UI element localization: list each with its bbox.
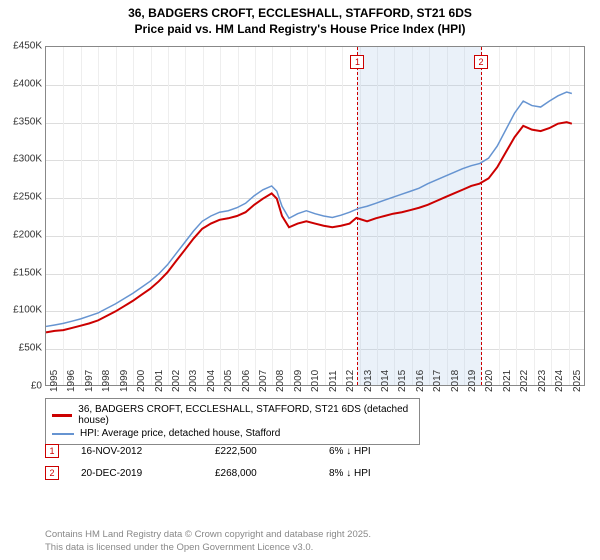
y-axis-label: £50K <box>0 343 42 354</box>
transaction-row: 1 16-NOV-2012 £222,500 6% ↓ HPI <box>45 440 439 462</box>
x-axis-label: 2025 <box>572 370 600 392</box>
y-axis-label: £250K <box>0 192 42 203</box>
title-line-1: 36, BADGERS CROFT, ECCLESHALL, STAFFORD,… <box>0 6 600 22</box>
chart-series-line <box>46 122 572 332</box>
y-axis-label: £400K <box>0 78 42 89</box>
title-line-2: Price paid vs. HM Land Registry's House … <box>0 22 600 38</box>
transaction-row: 2 20-DEC-2019 £268,000 8% ↓ HPI <box>45 462 439 484</box>
footer-line-1: Contains HM Land Registry data © Crown c… <box>45 529 371 541</box>
y-axis-label: £450K <box>0 41 42 52</box>
row-price: £268,000 <box>215 468 325 479</box>
legend-item: HPI: Average price, detached house, Staf… <box>52 427 413 440</box>
chart-series-line <box>46 92 572 326</box>
chart-plot-area: 12 <box>45 46 585 386</box>
row-delta: 6% ↓ HPI <box>329 446 439 457</box>
y-axis-label: £100K <box>0 305 42 316</box>
y-axis-label: £350K <box>0 116 42 127</box>
row-marker: 1 <box>45 444 59 458</box>
y-axis-label: £0 <box>0 381 42 392</box>
y-axis-label: £200K <box>0 229 42 240</box>
row-marker: 2 <box>45 466 59 480</box>
legend-label: 36, BADGERS CROFT, ECCLESHALL, STAFFORD,… <box>78 404 413 426</box>
legend-item: 36, BADGERS CROFT, ECCLESHALL, STAFFORD,… <box>52 403 413 427</box>
footer-line-2: This data is licensed under the Open Gov… <box>45 542 371 554</box>
y-axis-label: £300K <box>0 154 42 165</box>
row-date: 16-NOV-2012 <box>81 446 211 457</box>
attribution-footer: Contains HM Land Registry data © Crown c… <box>45 529 371 554</box>
row-price: £222,500 <box>215 446 325 457</box>
y-axis-label: £150K <box>0 267 42 278</box>
transaction-table: 1 16-NOV-2012 £222,500 6% ↓ HPI 2 20-DEC-2019… <box>45 440 439 484</box>
legend: 36, BADGERS CROFT, ECCLESHALL, STAFFORD,… <box>45 398 420 445</box>
legend-label: HPI: Average price, detached house, Staf… <box>80 428 280 439</box>
row-date: 20-DEC-2019 <box>81 468 211 479</box>
row-delta: 8% ↓ HPI <box>329 468 439 479</box>
chart-title: 36, BADGERS CROFT, ECCLESHALL, STAFFORD,… <box>0 0 600 37</box>
